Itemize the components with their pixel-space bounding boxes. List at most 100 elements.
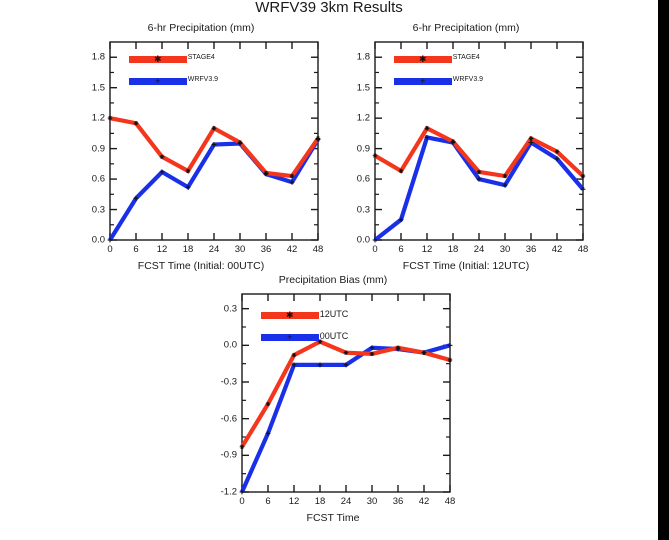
y-axis-tick-label: 0.0 — [356, 234, 370, 246]
plus-icon: + — [287, 331, 293, 342]
asterisk-icon — [447, 357, 453, 363]
x-axis-tick-label: 6 — [133, 244, 139, 255]
legend-label: 12UTC — [319, 308, 349, 319]
plus-icon — [369, 345, 375, 351]
x-axis-tick-label: 12 — [288, 496, 300, 507]
legend-label: STAGE4 — [452, 53, 480, 61]
legend-swatch — [393, 55, 452, 63]
plus-icon — [133, 195, 139, 201]
plus-icon — [185, 184, 191, 190]
y-axis-tick-label: 0.3 — [356, 204, 370, 216]
x-axis-tick-label: 18 — [447, 244, 459, 255]
panel-title: Precipitation Bias (mm) — [278, 274, 388, 286]
asterisk-icon — [372, 153, 378, 158]
asterisk-icon: ✱ — [153, 53, 162, 64]
plus-icon — [502, 182, 508, 188]
plus-icon — [343, 362, 349, 368]
y-axis-tick-label: -0.3 — [220, 376, 237, 388]
legend-label: 00UTC — [319, 330, 349, 341]
asterisk-icon — [395, 345, 401, 351]
y-axis-tick-label: 0.3 — [91, 204, 105, 216]
plus-icon — [398, 217, 404, 223]
plus-icon — [447, 342, 453, 348]
plus-icon — [317, 362, 323, 368]
x-axis-tick-label: 36 — [525, 244, 537, 255]
y-axis-tick-label: 1.8 — [91, 51, 105, 63]
y-axis-tick-label: 0.0 — [91, 234, 105, 246]
figure-main-title: WRFV39 3km Results — [255, 0, 403, 16]
legend-swatch — [393, 77, 452, 85]
legend-swatch — [128, 55, 187, 63]
y-axis-tick-label: -0.9 — [220, 449, 237, 461]
x-axis-tick-label: 24 — [208, 244, 220, 255]
y-axis-tick-label: 0.9 — [91, 143, 105, 155]
asterisk-icon — [502, 173, 508, 179]
y-axis-tick-label: 1.8 — [356, 51, 370, 63]
x-axis-tick-label: 48 — [444, 496, 456, 507]
legend-swatch — [128, 77, 187, 85]
y-axis-tick-label: 1.2 — [356, 112, 370, 124]
y-axis-tick-label: 0.3 — [223, 303, 237, 315]
x-axis-tick-label: 42 — [418, 496, 430, 507]
chart-panel-top-left: 6-hr Precipitation (mm) 0.0 0.3 0.6 0.9 1.2 1… — [76, 22, 326, 272]
right-edge-band — [658, 0, 669, 540]
asterisk-icon — [107, 115, 113, 121]
y-axis-tick-label: -0.6 — [220, 413, 237, 425]
plus-icon — [159, 169, 165, 175]
plot-svg — [239, 293, 453, 495]
panel-title: 6-hr Precipitation (mm) — [412, 22, 520, 34]
asterisk-icon: ✱ — [418, 53, 427, 64]
asterisk-icon — [185, 168, 191, 174]
asterisk-icon — [528, 136, 534, 141]
asterisk-icon — [580, 173, 586, 179]
y-axis-tick-label: 1.2 — [91, 112, 105, 124]
plus-icon — [554, 156, 560, 162]
asterisk-icon — [239, 444, 245, 450]
asterisk-icon — [343, 350, 349, 355]
x-axis-tick-label: 18 — [182, 244, 194, 255]
x-axis-tick-label: 0 — [372, 244, 378, 255]
plus-icon: + — [155, 75, 161, 86]
asterisk-icon — [554, 149, 560, 154]
x-axis-tick-label: 42 — [551, 244, 563, 255]
chart-panel-top-right: 6-hr Precipitation (mm) 0.0 0.3 0.6 0.9 1.2 1… — [341, 22, 591, 272]
plot-svg — [107, 41, 321, 243]
asterisk-icon — [211, 126, 217, 131]
x-axis-tick-label: 36 — [392, 496, 404, 507]
y-axis-tick-label: 0.9 — [356, 143, 370, 155]
asterisk-icon: ✱ — [285, 309, 294, 320]
x-axis-tick-label: 48 — [312, 244, 324, 255]
x-axis-tick-label: 18 — [314, 496, 326, 507]
asterisk-icon — [424, 126, 430, 131]
asterisk-icon — [317, 339, 323, 344]
plus-icon — [424, 135, 430, 140]
asterisk-icon — [289, 173, 295, 179]
x-axis-tick-label: 12 — [156, 244, 168, 255]
y-axis-tick-label: 0.6 — [356, 173, 370, 185]
asterisk-icon — [369, 351, 375, 357]
asterisk-icon — [398, 168, 404, 174]
asterisk-icon — [265, 401, 271, 407]
asterisk-icon — [421, 350, 427, 355]
plus-icon — [107, 237, 113, 243]
asterisk-icon — [291, 352, 297, 358]
plot-area: 0.3 0.0 -0.3 -0.6 -0.9 -1.2 0 6 12 18 24 30 36 42 48 ✱ 1… — [221, 293, 455, 507]
plot-svg — [372, 41, 586, 243]
y-axis-tick-label: 1.5 — [356, 82, 370, 94]
chart-panel-bottom: Precipitation Bias (mm) 0.3 0.0 -0.3 -0.6 -0… — [208, 274, 458, 534]
panel-title: 6-hr Precipitation (mm) — [147, 22, 255, 34]
asterisk-icon — [133, 120, 139, 126]
plus-icon — [289, 179, 295, 185]
x-axis-tick-label: 30 — [366, 496, 378, 507]
x-axis-tick-label: 36 — [260, 244, 272, 255]
asterisk-icon — [159, 154, 165, 160]
plot-area: 0.0 0.3 0.6 0.9 1.2 1.5 1.8 0 6 12 18 24 30 36 42 48 ✱ ST… — [357, 41, 588, 255]
y-axis-tick-label: 1.5 — [91, 82, 105, 94]
legend-swatch — [260, 311, 319, 319]
plus-icon — [211, 142, 217, 147]
x-axis-tick-label: 0 — [107, 244, 113, 255]
x-axis-tick-label: 24 — [473, 244, 485, 255]
plus-icon — [528, 140, 534, 145]
plus-icon — [372, 237, 378, 243]
y-axis-tick-label: -1.2 — [220, 486, 237, 498]
